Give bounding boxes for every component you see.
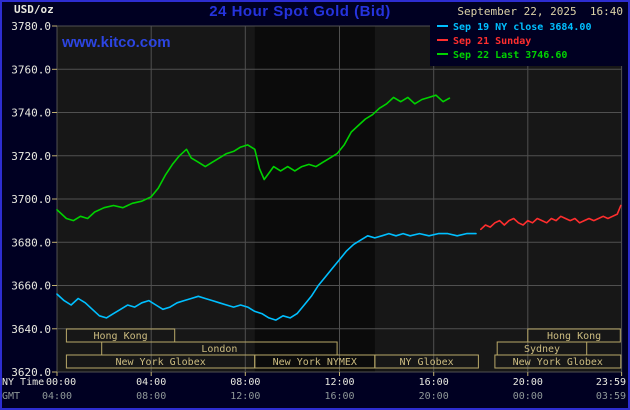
x-tick-label-ny: 20:00 — [513, 377, 543, 388]
legend-line-sample-icon — [437, 25, 448, 27]
y-tick-label: 3740.0 — [11, 107, 51, 120]
kitco-website-link[interactable]: www.kitco.com — [62, 34, 171, 51]
legend-line-sample-icon — [437, 53, 448, 55]
legend-label: Sep 21 Sunday — [453, 36, 532, 47]
x-tick-label-gmt: 00:00 — [513, 391, 543, 402]
series-line-1 — [56, 232, 477, 321]
y-tick-label: 3620.0 — [11, 366, 51, 379]
legend-line-sample-icon — [437, 39, 448, 41]
session-box — [494, 354, 622, 369]
x-tick-label-ny: 12:00 — [324, 377, 354, 388]
y-axis-unit-label: USD/oz — [14, 3, 54, 16]
session-label: Sydney — [524, 344, 560, 355]
session-label: New York Globex — [513, 357, 603, 368]
x-axis-gmt-label: GMT — [2, 391, 20, 402]
x-tick-label-ny: 16:00 — [419, 377, 449, 388]
session-label: London — [201, 344, 237, 355]
x-tick-label-ny: 23:59 — [596, 377, 626, 388]
legend-item-3: Sep 22 Last 3746.60 — [437, 50, 591, 64]
y-tick-label: 3640.0 — [11, 323, 51, 336]
series-line-2 — [479, 204, 622, 231]
series-line-3 — [56, 94, 451, 222]
x-tick-label-gmt: 03:59 — [596, 391, 626, 402]
y-tick-label: 3760.0 — [11, 63, 51, 76]
session-box — [374, 354, 479, 369]
x-tick-label-gmt: 12:00 — [230, 391, 260, 402]
session-label: New York Globex — [115, 357, 205, 368]
x-tick-label-ny: 04:00 — [136, 377, 166, 388]
y-tick-label: 3680.0 — [11, 236, 51, 249]
y-tick-label: 3700.0 — [11, 193, 51, 206]
price-lines — [56, 94, 622, 321]
legend-item-1: Sep 19 NY close 3684.00 — [437, 22, 591, 36]
y-tick-label: 3780.0 — [11, 20, 51, 33]
session-label: NY Globex — [400, 357, 454, 368]
gridlines — [56, 25, 623, 373]
session-label: Hong Kong — [94, 331, 148, 342]
y-tick-label: 3720.0 — [11, 150, 51, 163]
chart-title: 24 Hour Spot Gold (Bid) — [209, 3, 391, 20]
x-tick-label-gmt: 16:00 — [324, 391, 354, 402]
x-tick-label-gmt: 20:00 — [419, 391, 449, 402]
legend: Sep 19 NY close 3684.00 Sep 21 Sunday Sep … — [437, 22, 591, 64]
y-tick-label: 3660.0 — [11, 280, 51, 293]
x-tick-label-gmt: 08:00 — [136, 391, 166, 402]
axes: 3620.0 3640.0 3660.0 3680.0 3700.0 3720.0 3740… — [11, 20, 626, 402]
x-tick-label-ny: 08:00 — [230, 377, 260, 388]
plot-area: Hong Kong Hong Kong London Sydney New York G… — [56, 25, 626, 373]
x-tick-label-gmt: 04:00 — [42, 391, 72, 402]
legend-label: Sep 19 NY close 3684.00 — [453, 22, 592, 33]
legend-item-2: Sep 21 Sunday — [437, 36, 591, 50]
market-sessions: Hong Kong Hong Kong London Sydney New York G… — [65, 328, 622, 369]
legend-label: Sep 22 Last 3746.60 — [453, 50, 568, 61]
x-tick-label-ny: 00:00 — [46, 377, 76, 388]
session-label: New York NYMEX — [273, 357, 357, 368]
legend-backdrop — [430, 25, 626, 66]
chart-datetime: September 22, 2025 16:40 — [457, 5, 623, 18]
x-axis-ny-time-label: NY Time — [2, 377, 44, 388]
session-label: Hong Kong — [547, 331, 601, 342]
